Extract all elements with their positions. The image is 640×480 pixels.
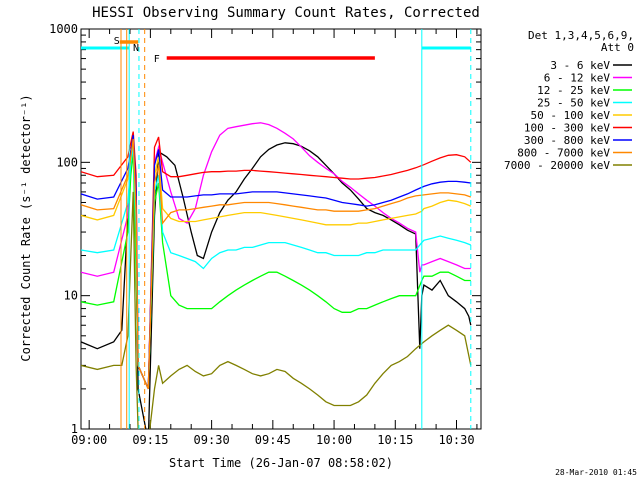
series-line-8 — [81, 138, 472, 390]
legend-label-2: 6 - 12 keV — [544, 72, 611, 85]
y-tick-label: 100 — [56, 155, 78, 169]
y-axis: 1 10 100 1000 — [49, 22, 481, 436]
series-line-3 — [81, 151, 471, 390]
legend-label-7: 300 - 800 keV — [524, 134, 610, 147]
legend-label-8: 800 - 7000 keV — [517, 147, 610, 160]
plot-frame — [80, 28, 482, 430]
x-axis: 09:00 09:15 09:30 09:45 10:00 10:15 10:30 — [71, 29, 478, 447]
x-axis-label: Start Time (26-Jan-07 08:58:02) — [169, 456, 393, 470]
y-tick-label: 1 — [71, 422, 78, 436]
series-layer — [81, 122, 472, 429]
annotation-label-s: S — [114, 36, 120, 47]
y-tick-label: 10 — [64, 289, 78, 303]
y-tick-label: 1000 — [49, 22, 78, 36]
plot-border — [80, 28, 482, 430]
x-tick-label: 10:30 — [438, 433, 474, 447]
x-tick-label: 09:30 — [194, 433, 230, 447]
x-tick-label: 09:15 — [132, 433, 168, 447]
series-line-6 — [81, 131, 472, 390]
legend-label-6: 100 - 300 keV — [524, 122, 610, 135]
legend-label-4: 25 - 50 keV — [537, 97, 610, 110]
x-tick-label: 10:15 — [377, 433, 413, 447]
series-line-9 — [81, 191, 472, 429]
legend-header-line-2: Att 0 — [601, 41, 634, 54]
legend-label-5: 50 - 100 keV — [531, 109, 611, 122]
legend-label-9: 7000 - 20000 keV — [504, 159, 610, 172]
chart-title: HESSI Observing Summary Count Rates, Cor… — [92, 5, 480, 21]
x-tick-label: 10:00 — [316, 433, 352, 447]
legend-label-3: 12 - 25 keV — [537, 84, 610, 97]
annotation-label-f: F — [154, 54, 160, 65]
series-line-1 — [81, 135, 472, 429]
interval-layer: S N F — [81, 29, 472, 429]
annotation-label-n: N — [133, 43, 139, 54]
x-tick-label: 09:00 — [71, 433, 107, 447]
x-tick-label: 09:45 — [255, 433, 291, 447]
series-line-2 — [81, 122, 471, 390]
y-axis-label: Corrected Count Rate (s⁻¹ detector⁻¹) — [19, 94, 33, 361]
legend-label-1: 3 - 6 keV — [550, 59, 610, 72]
legend-header-line-1: Det 1,3,4,5,6,9, — [528, 29, 634, 42]
series-line-7 — [81, 135, 471, 390]
footer-date: 28-Mar-2010 01:45 — [555, 468, 637, 477]
